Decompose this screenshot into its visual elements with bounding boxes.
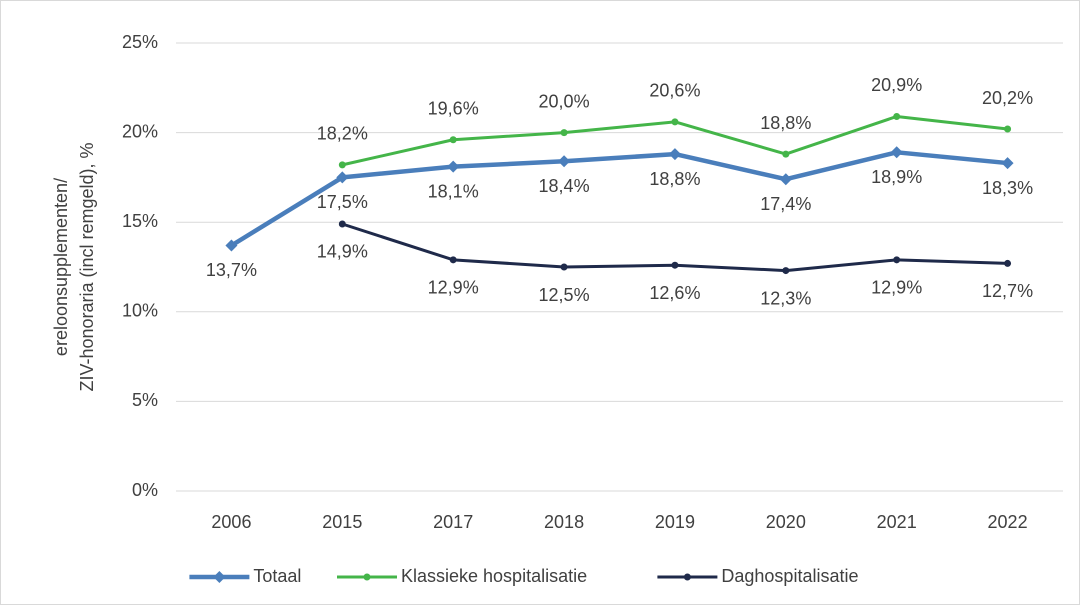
- legend-label: Daghospitalisatie: [721, 566, 858, 586]
- data-label: 12,7%: [982, 281, 1033, 301]
- x-tick-label: 2019: [655, 512, 695, 532]
- x-tick-label: 2006: [211, 512, 251, 532]
- legend-label: Totaal: [253, 566, 301, 586]
- data-label: 12,6%: [649, 283, 700, 303]
- data-point: [782, 267, 790, 275]
- data-label: 18,2%: [317, 124, 368, 144]
- legend-marker: [683, 573, 691, 581]
- y-tick-label: 5%: [132, 390, 158, 410]
- legend-label: Klassieke hospitalisatie: [401, 566, 587, 586]
- legend-marker: [213, 571, 226, 583]
- data-label: 18,8%: [649, 169, 700, 189]
- x-tick-label: 2018: [544, 512, 584, 532]
- data-label: 12,9%: [871, 278, 922, 298]
- data-label: 18,3%: [982, 178, 1033, 198]
- data-point: [779, 173, 792, 186]
- y-axis-label: ereloonsupplementen/: [51, 178, 71, 356]
- data-label: 18,9%: [871, 167, 922, 187]
- data-label: 20,0%: [539, 91, 590, 111]
- data-point: [560, 263, 568, 271]
- y-tick-label: 10%: [122, 301, 158, 321]
- data-label: 17,5%: [317, 192, 368, 212]
- series-line: [230, 150, 1008, 248]
- data-label: 18,1%: [428, 181, 479, 201]
- x-tick-label: 2021: [877, 512, 917, 532]
- legend-marker: [363, 573, 371, 581]
- y-axis-label: ZIV-honoraria (incl remgeld), %: [77, 142, 97, 391]
- data-label: 12,3%: [760, 288, 811, 308]
- data-label: 17,4%: [760, 194, 811, 214]
- y-tick-label: 15%: [122, 211, 158, 231]
- y-tick-label: 0%: [132, 480, 158, 500]
- x-tick-label: 2022: [988, 512, 1028, 532]
- data-point: [1004, 125, 1012, 133]
- data-point: [558, 155, 571, 168]
- data-label: 12,9%: [428, 278, 479, 298]
- data-point: [449, 256, 457, 264]
- data-point: [782, 150, 790, 158]
- data-point: [338, 220, 346, 228]
- data-point: [1001, 157, 1014, 170]
- data-point: [668, 148, 681, 161]
- x-tick-label: 2015: [322, 512, 362, 532]
- data-point: [671, 261, 679, 269]
- data-point: [338, 161, 346, 169]
- data-point: [447, 160, 460, 173]
- data-label: 13,7%: [206, 260, 257, 280]
- data-label: 14,9%: [317, 242, 368, 262]
- x-tick-label: 2020: [766, 512, 806, 532]
- data-point: [671, 118, 679, 126]
- data-label: 19,6%: [428, 99, 479, 119]
- data-label: 18,8%: [760, 113, 811, 133]
- data-label: 20,6%: [649, 81, 700, 101]
- data-label: 20,2%: [982, 88, 1033, 108]
- data-point: [1004, 259, 1012, 267]
- data-label: 18,4%: [539, 176, 590, 196]
- data-point: [893, 112, 901, 120]
- x-tick-label: 2017: [433, 512, 473, 532]
- data-point: [890, 146, 903, 159]
- data-label: 20,9%: [871, 75, 922, 95]
- data-point: [336, 171, 349, 184]
- data-point: [449, 136, 457, 144]
- data-point: [225, 239, 238, 252]
- data-label: 12,5%: [539, 285, 590, 305]
- data-point: [560, 129, 568, 137]
- y-tick-label: 20%: [122, 121, 158, 141]
- y-tick-label: 25%: [122, 32, 158, 52]
- data-point: [893, 256, 901, 264]
